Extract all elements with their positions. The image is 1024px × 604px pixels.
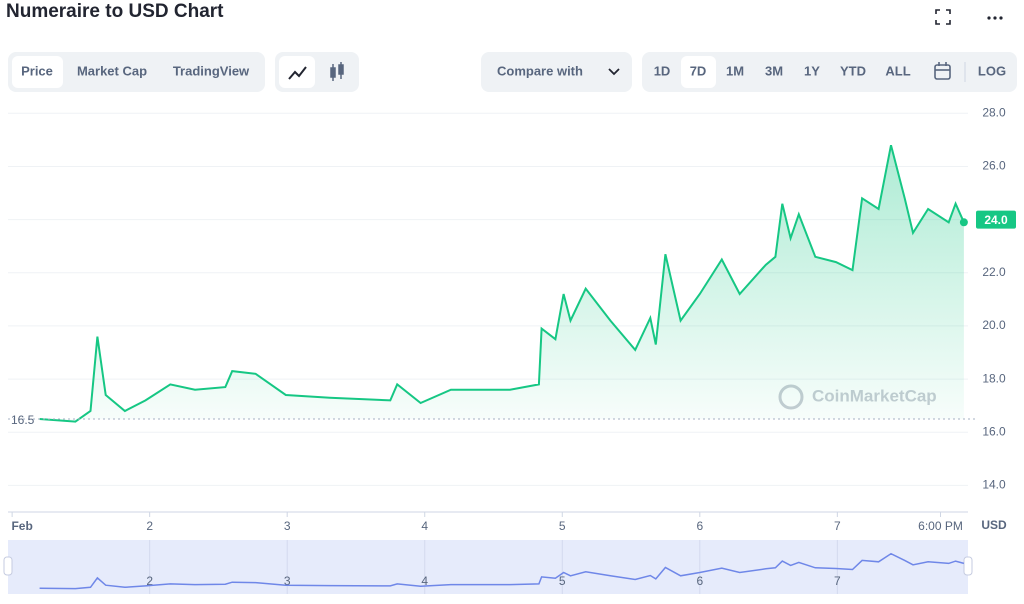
x-tick-label: 5 (559, 519, 566, 533)
last-point (959, 218, 968, 227)
line-type-button[interactable] (279, 56, 315, 88)
view-group (8, 52, 265, 92)
range-selected (681, 56, 716, 88)
last-price-badge (976, 210, 1016, 229)
calendar-icon[interactable] (934, 62, 951, 80)
nav-line (39, 552, 965, 590)
chevron (608, 68, 620, 76)
range-group (642, 52, 1017, 92)
view-button[interactable]: Price (21, 63, 53, 78)
range-button[interactable]: ALL (885, 63, 910, 78)
y-tick-label: 14.0 (982, 478, 1006, 492)
nav-handle[interactable] (963, 556, 973, 576)
last-price-label: 24.0 (984, 213, 1008, 227)
y-tick-label: 28.0 (982, 105, 1006, 119)
x-tick-label: Feb (11, 519, 32, 533)
x-tick-label: 2 (146, 519, 153, 533)
price-line (39, 144, 965, 423)
nav-label: 4 (421, 574, 428, 588)
fullscreen-icon[interactable] (935, 9, 951, 25)
x-tick-label: 6:00 PM (918, 519, 963, 533)
x-tick-label: 3 (284, 519, 291, 533)
more-icon[interactable] (987, 16, 1003, 20)
nav-label: 2 (146, 574, 153, 588)
range-button[interactable]: YTD (840, 63, 866, 78)
title: Numeraire to USD Chart (6, 1, 224, 22)
range-button[interactable]: 7D (690, 63, 707, 78)
nav-handle[interactable] (3, 556, 13, 576)
view-button[interactable]: TradingView (173, 63, 250, 78)
compare-dropdown[interactable] (481, 52, 632, 92)
range-button[interactable]: 1D (654, 63, 671, 78)
log-button[interactable]: LOG (978, 63, 1006, 78)
ranges: 1D 7D 1M 3M 1Y YTD ALL (654, 63, 911, 78)
plot: 14.0 16.0 18.0 20.0 22.0 24.0 26.0 28.0 USD Feb 2 2… (8, 105, 1016, 594)
y-tick-label: 22.0 (982, 265, 1006, 279)
line-icon (288, 66, 307, 80)
range-button[interactable]: 3M (765, 63, 783, 78)
range-button[interactable]: 1M (726, 63, 744, 78)
y-tick-label: 16.0 (982, 424, 1006, 438)
compare-label: Compare with (497, 63, 583, 78)
candle-icon[interactable] (330, 62, 344, 81)
nav-label: 6 (696, 574, 703, 588)
nav-label: 5 (559, 574, 566, 588)
y-tick-label: 26.0 (982, 159, 1006, 173)
view-button[interactable]: Market Cap (77, 63, 147, 78)
view-selected (12, 56, 63, 88)
area (39, 145, 964, 422)
y-unit: USD (981, 518, 1007, 532)
x-tick-label: 4 (421, 519, 428, 533)
x-tick-label: 6 (696, 519, 703, 533)
y-tick-label: 18.0 (982, 371, 1006, 385)
nav-label: 7 (834, 574, 841, 588)
x-tick-label: 7 (834, 519, 841, 533)
range-button[interactable]: 1Y (804, 63, 820, 78)
open-label: 16.5 (11, 413, 35, 427)
nav-label: 3 (284, 574, 291, 588)
y-tick-label: 20.0 (982, 318, 1006, 332)
